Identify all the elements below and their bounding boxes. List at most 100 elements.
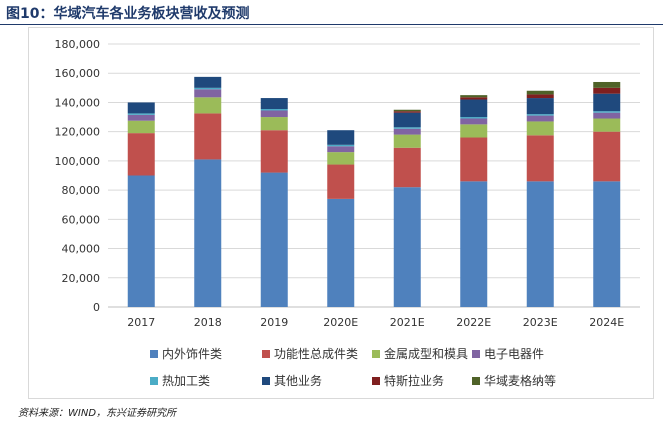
legend-swatch bbox=[372, 349, 380, 358]
bar-segment bbox=[593, 111, 621, 113]
x-tick-label: 2024E bbox=[589, 316, 624, 329]
bar-segment bbox=[260, 172, 288, 307]
legend-swatch bbox=[472, 376, 480, 385]
bar-segment bbox=[593, 131, 621, 182]
y-tick-label: 100,000 bbox=[55, 155, 101, 168]
bar-segment bbox=[526, 181, 554, 307]
y-tick-label: 20,000 bbox=[62, 272, 101, 285]
bar-segment bbox=[526, 135, 554, 182]
bar-segment bbox=[393, 187, 421, 307]
y-tick-label: 0 bbox=[93, 301, 100, 314]
bar-segment bbox=[127, 102, 155, 114]
title-rule bbox=[0, 24, 663, 25]
bar-segment bbox=[526, 115, 554, 122]
bar-segment bbox=[327, 144, 355, 147]
bar-segment bbox=[194, 113, 222, 160]
bar-segment bbox=[460, 137, 488, 182]
legend-label: 特斯拉业务 bbox=[384, 374, 445, 388]
legend-swatch bbox=[372, 376, 380, 385]
bar-segment bbox=[526, 98, 554, 115]
y-tick-label: 80,000 bbox=[62, 184, 101, 197]
x-tick-label: 2021E bbox=[390, 316, 425, 329]
bar-segment bbox=[127, 114, 155, 121]
bar-segment bbox=[460, 99, 488, 118]
y-tick-label: 160,000 bbox=[55, 67, 101, 80]
bar-segment bbox=[127, 175, 155, 307]
bar-segment bbox=[260, 109, 288, 111]
bar-segment bbox=[194, 159, 222, 307]
bar-segment bbox=[526, 114, 554, 116]
legend-item: 电子电器件 bbox=[472, 345, 544, 362]
legend-swatch bbox=[262, 376, 270, 385]
x-tick-label: 2019 bbox=[260, 316, 288, 329]
bar-segment bbox=[194, 89, 222, 98]
bar-segment bbox=[260, 110, 288, 118]
legend-swatch bbox=[150, 349, 158, 358]
bar-segment bbox=[327, 146, 355, 153]
bar-segment bbox=[526, 90, 554, 95]
bar-segment bbox=[460, 118, 488, 125]
bar-segment bbox=[393, 134, 421, 148]
bar-segment bbox=[127, 120, 155, 134]
bar-segment bbox=[260, 98, 288, 110]
bar-segment bbox=[393, 127, 421, 129]
y-tick-label: 60,000 bbox=[62, 213, 101, 226]
legend-label: 华域麦格纳等 bbox=[484, 374, 557, 388]
bar-segment bbox=[327, 130, 355, 145]
source-note: 资料来源：WIND，东兴证券研究所 bbox=[18, 408, 177, 419]
x-tick-label: 2018 bbox=[194, 316, 222, 329]
bar-segment bbox=[593, 181, 621, 307]
bar-segment bbox=[460, 181, 488, 307]
bar-segment bbox=[260, 117, 288, 131]
bar-segment bbox=[393, 111, 421, 113]
y-tick-label: 40,000 bbox=[62, 243, 101, 256]
bar-segment bbox=[327, 164, 355, 199]
bar-segment bbox=[327, 152, 355, 165]
bar-segment bbox=[393, 147, 421, 188]
bar-segment bbox=[127, 113, 155, 115]
legend-item: 特斯拉业务 bbox=[372, 372, 444, 389]
bar-segment bbox=[260, 130, 288, 173]
bar-segment bbox=[460, 97, 488, 100]
y-tick-label: 140,000 bbox=[55, 96, 101, 109]
legend-item: 其他业务 bbox=[262, 372, 322, 389]
x-tick-label: 2023E bbox=[523, 316, 558, 329]
legend-item: 华域麦格纳等 bbox=[472, 372, 556, 389]
legend-item: 功能性总成件类 bbox=[262, 345, 358, 362]
legend-label: 电子电器件 bbox=[484, 347, 545, 361]
bar-segment bbox=[526, 121, 554, 136]
bar-segment bbox=[593, 118, 621, 132]
bar-segment bbox=[127, 133, 155, 176]
legend-item: 热加工类 bbox=[150, 372, 210, 389]
x-tick-label: 2022E bbox=[456, 316, 491, 329]
x-tick-label: 2020E bbox=[323, 316, 358, 329]
bar-segment bbox=[194, 87, 222, 90]
legend-item: 内外饰件类 bbox=[150, 345, 222, 362]
bar-segment bbox=[593, 112, 621, 119]
legend-swatch bbox=[150, 376, 158, 385]
bar-segment bbox=[194, 76, 222, 88]
bar-segment bbox=[393, 128, 421, 135]
bar-segment bbox=[393, 109, 421, 112]
bar-segment bbox=[593, 87, 621, 94]
figure-title: 图10：华域汽车各业务板块营收及预测 bbox=[6, 6, 250, 22]
legend-swatch bbox=[472, 349, 480, 358]
bar-segment bbox=[526, 94, 554, 99]
x-tick-label: 2017 bbox=[127, 316, 155, 329]
legend-swatch bbox=[262, 349, 270, 358]
bar-segment bbox=[327, 198, 355, 307]
bar-segment bbox=[460, 117, 488, 119]
bar-segment bbox=[194, 97, 222, 114]
legend-label: 功能性总成件类 bbox=[274, 347, 359, 361]
bar-segment bbox=[393, 112, 421, 128]
legend-label: 其他业务 bbox=[274, 374, 323, 388]
bar-segment bbox=[460, 124, 488, 138]
y-tick-label: 180,000 bbox=[55, 38, 101, 51]
bar-segment bbox=[460, 95, 488, 98]
y-tick-label: 120,000 bbox=[55, 126, 101, 139]
chart-frame bbox=[28, 27, 654, 399]
legend-item: 金属成型和模具 bbox=[372, 345, 468, 362]
bar-segment bbox=[593, 81, 621, 88]
legend-label: 金属成型和模具 bbox=[384, 347, 469, 361]
